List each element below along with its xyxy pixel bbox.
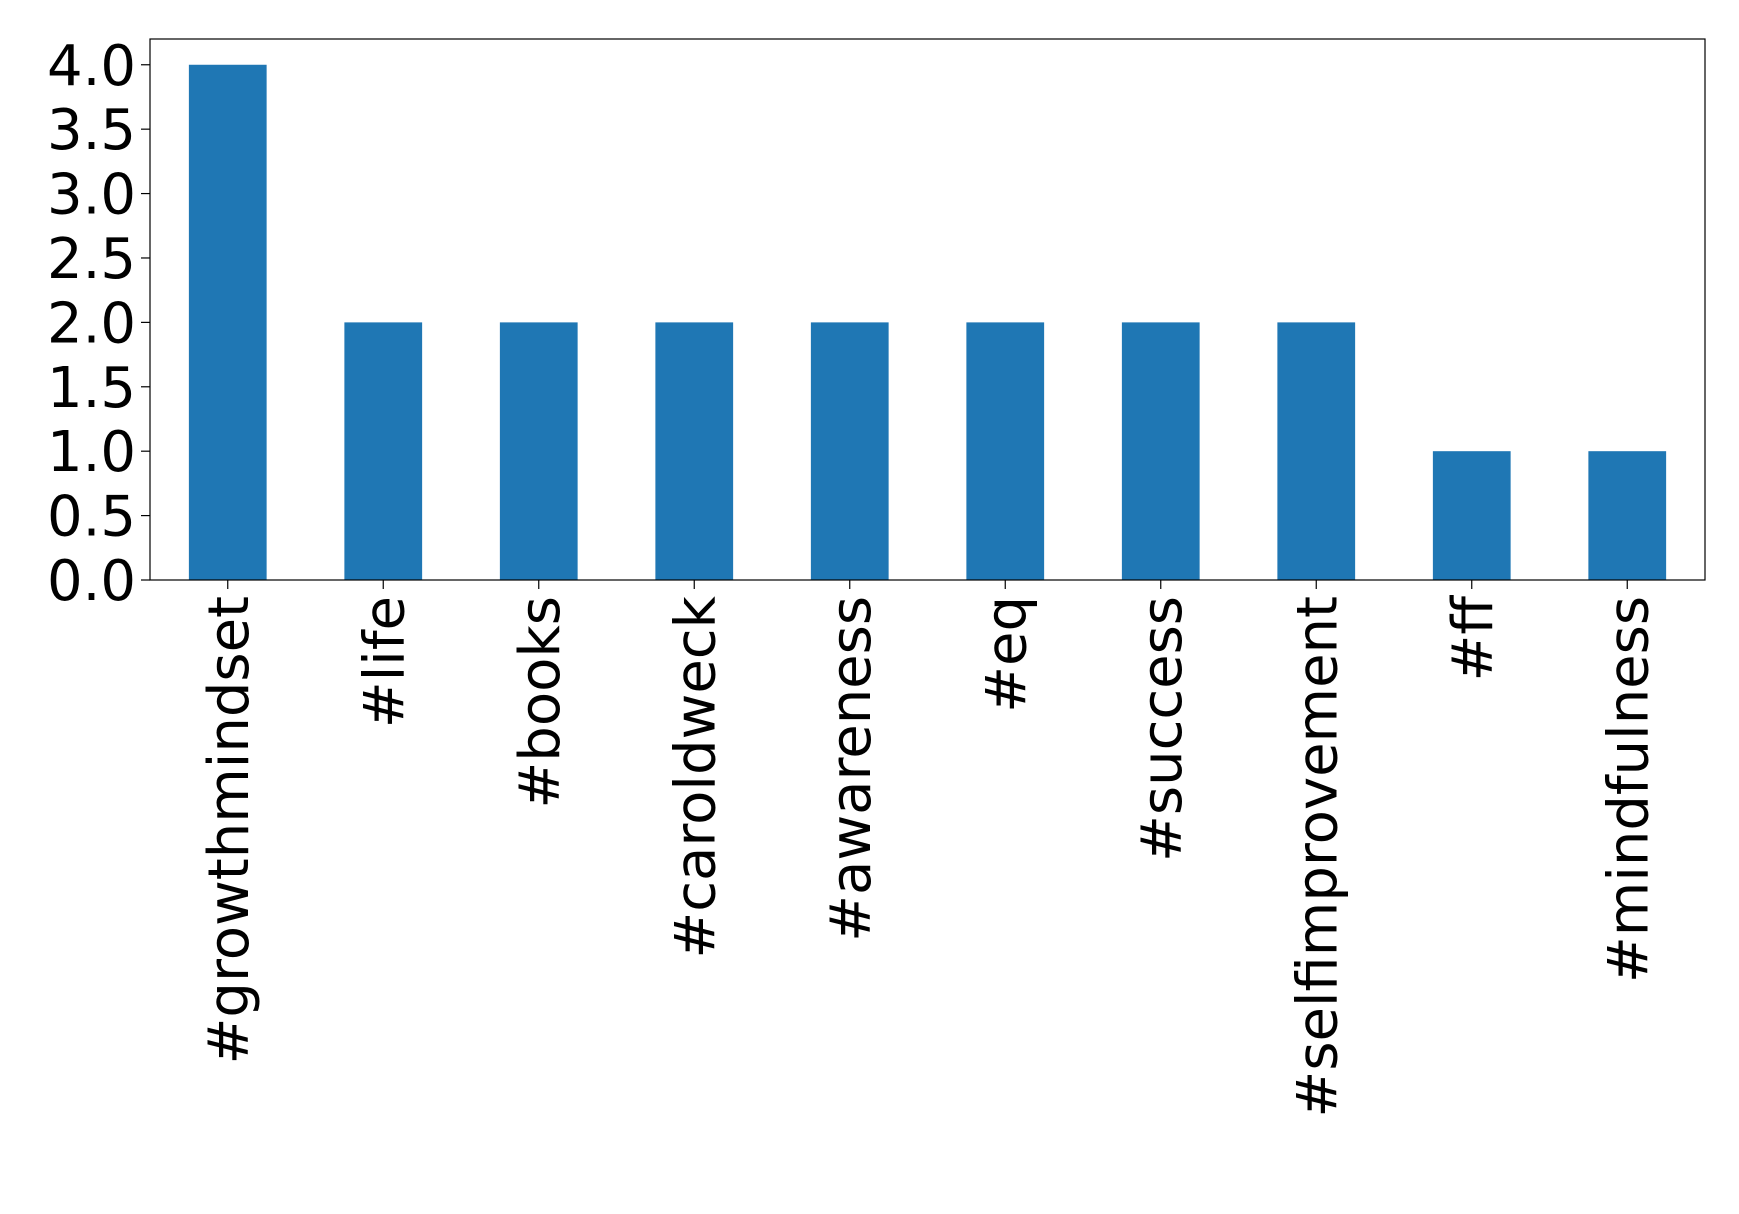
y-tick-label-1: 0.5 <box>47 485 136 550</box>
y-tick-label-8: 4.0 <box>47 34 136 99</box>
x-tick-label-6: #success <box>1130 596 1195 862</box>
x-tick-label-3: #caroldweck <box>663 595 728 958</box>
x-tick-label-4: #awareness <box>819 596 884 942</box>
bar-2 <box>499 322 578 580</box>
x-tick-label-0: #growthmindset <box>197 596 262 1065</box>
x-tick-label-9: #mindfulness <box>1596 596 1661 983</box>
y-tick-label-0: 0.0 <box>47 549 136 614</box>
x-tick-label-2: #books <box>508 596 573 809</box>
plot-frame <box>149 38 1706 581</box>
y-tick-label-7: 3.5 <box>47 98 136 163</box>
y-axis: 0.00.51.01.52.02.53.03.54.0 <box>47 34 150 614</box>
x-tick-label-1: #life <box>352 596 417 728</box>
bar-5 <box>966 322 1045 580</box>
bar-6 <box>1121 322 1200 580</box>
bar-0 <box>188 64 267 580</box>
x-tick-label-8: #ff <box>1441 595 1506 682</box>
bar-3 <box>655 322 734 580</box>
x-axis: #growthmindset #life #books #caroldweck #awa… <box>197 580 1661 1118</box>
x-tick-label-5: #eq <box>974 596 1039 713</box>
y-tick-label-4: 2.0 <box>47 291 136 356</box>
x-tick-label-7: #selfimprovement <box>1285 596 1350 1118</box>
y-tick-label-5: 2.5 <box>47 227 136 292</box>
bar-4 <box>810 322 889 580</box>
y-tick-label-6: 3.0 <box>47 163 136 228</box>
y-tick-label-3: 1.5 <box>47 356 136 421</box>
bars <box>188 64 1667 580</box>
y-tick-label-2: 1.0 <box>47 420 136 485</box>
bar-9 <box>1588 451 1667 580</box>
bar-7 <box>1277 322 1356 580</box>
bar-8 <box>1432 451 1511 580</box>
bar-1 <box>344 322 423 580</box>
